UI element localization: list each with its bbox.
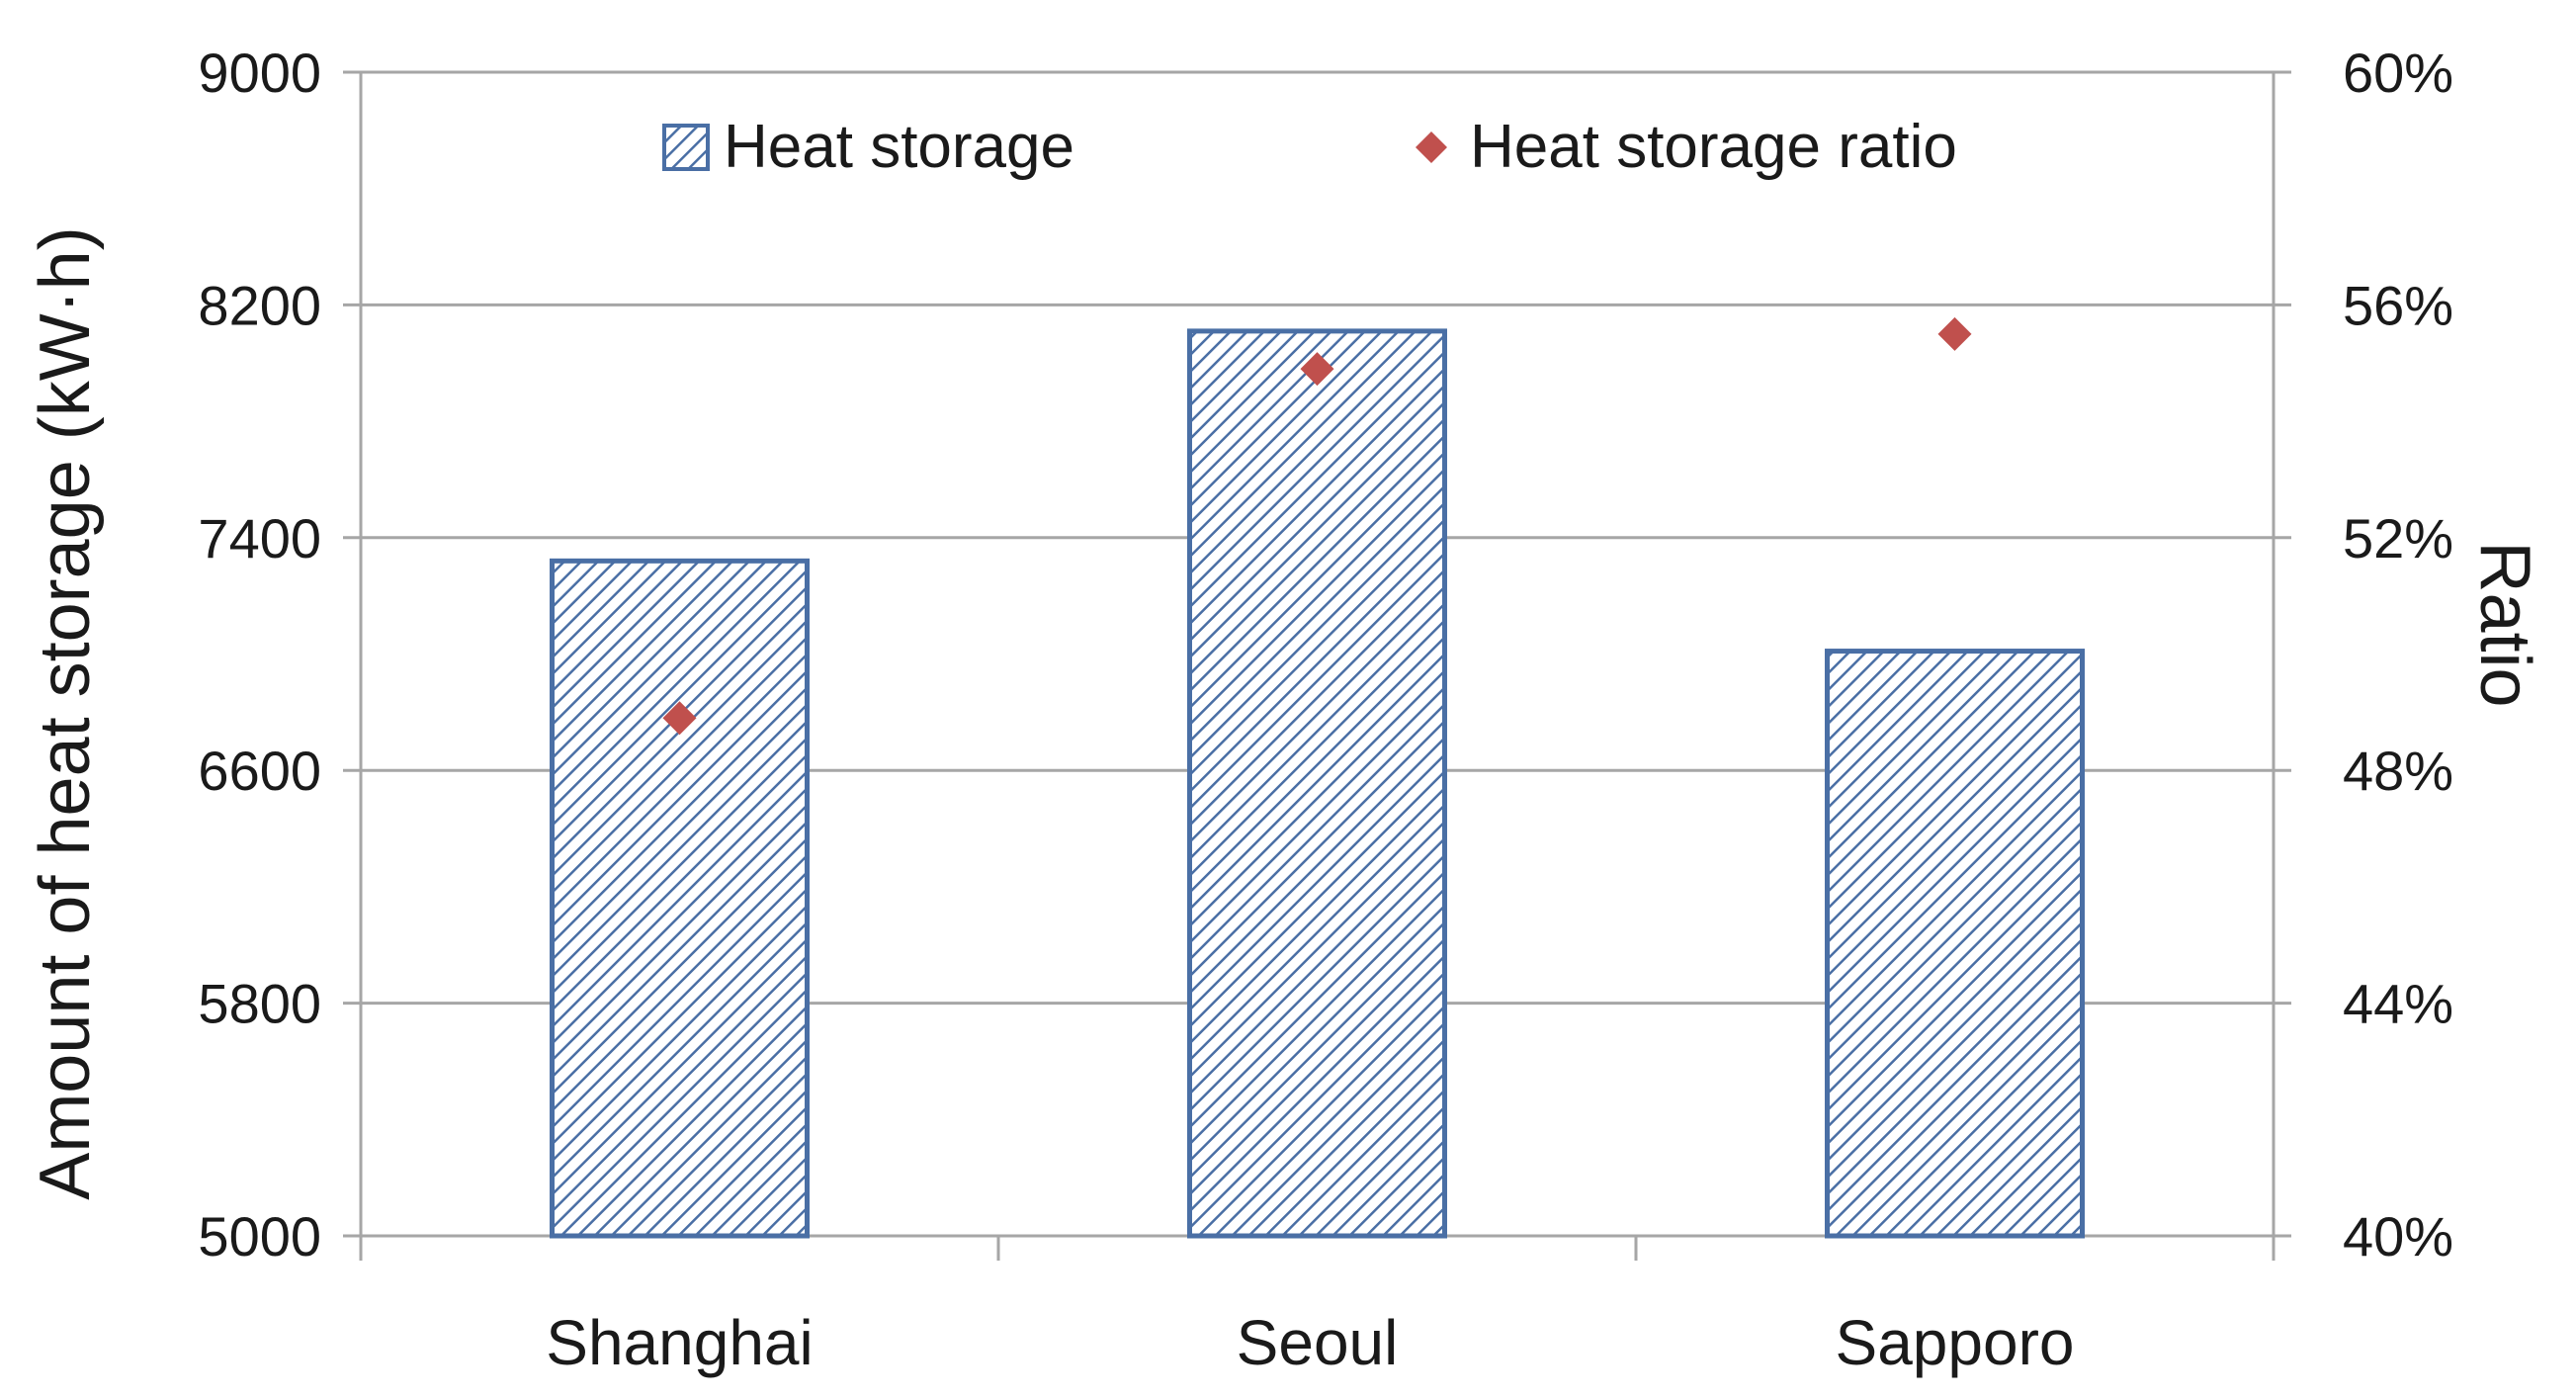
left-axis-tick-label: 6600: [198, 740, 321, 802]
bar-heat-storage: [550, 558, 810, 1239]
category-label: Seoul: [1237, 1307, 1399, 1378]
category-label: Shanghai: [546, 1307, 813, 1378]
point-heat-storage-ratio: [662, 701, 697, 736]
tick-labels: 5000 5800 6600 7400 8200 9000 40% 44% 48% 52% 56% 6…: [26, 42, 2544, 1378]
bar-heat-storage: [1187, 328, 1447, 1239]
legend-label-heat-storage-ratio: Heat storage ratio: [1470, 113, 1957, 181]
legend: Heat storage Heat storage ratio: [662, 113, 1957, 181]
bar-heat-storage: [1825, 649, 2085, 1239]
left-axis-tick-label: 8200: [198, 274, 321, 336]
left-axis-tick-label: 5800: [198, 973, 321, 1035]
right-axis-tick-label: 44%: [2343, 973, 2453, 1035]
left-axis-tick-label: 9000: [198, 42, 321, 104]
right-axis-tick-label: 52%: [2343, 507, 2453, 569]
right-axis-tick-label: 60%: [2343, 42, 2453, 104]
right-axis-tick-label: 40%: [2343, 1205, 2453, 1268]
bar-series: [550, 328, 2085, 1239]
point-heat-storage-ratio: [1300, 352, 1334, 387]
legend-label-heat-storage: Heat storage: [724, 113, 1074, 181]
category-label: Sapporo: [1836, 1307, 2075, 1378]
left-axis-tick-label: 5000: [198, 1205, 321, 1268]
right-axis-tick-label: 48%: [2343, 740, 2453, 802]
left-axis-title: Amount of heat storage (kW·h): [26, 226, 105, 1199]
ratio-series: [662, 316, 1972, 736]
point-heat-storage-ratio: [1937, 316, 1972, 351]
legend-swatch-heat-storage: [662, 124, 710, 171]
legend-swatch-heat-storage-ratio: [1416, 131, 1447, 163]
right-axis-title: Ratio: [2465, 541, 2544, 707]
left-axis-tick-label: 7400: [198, 507, 321, 569]
right-axis-tick-label: 56%: [2343, 274, 2453, 336]
